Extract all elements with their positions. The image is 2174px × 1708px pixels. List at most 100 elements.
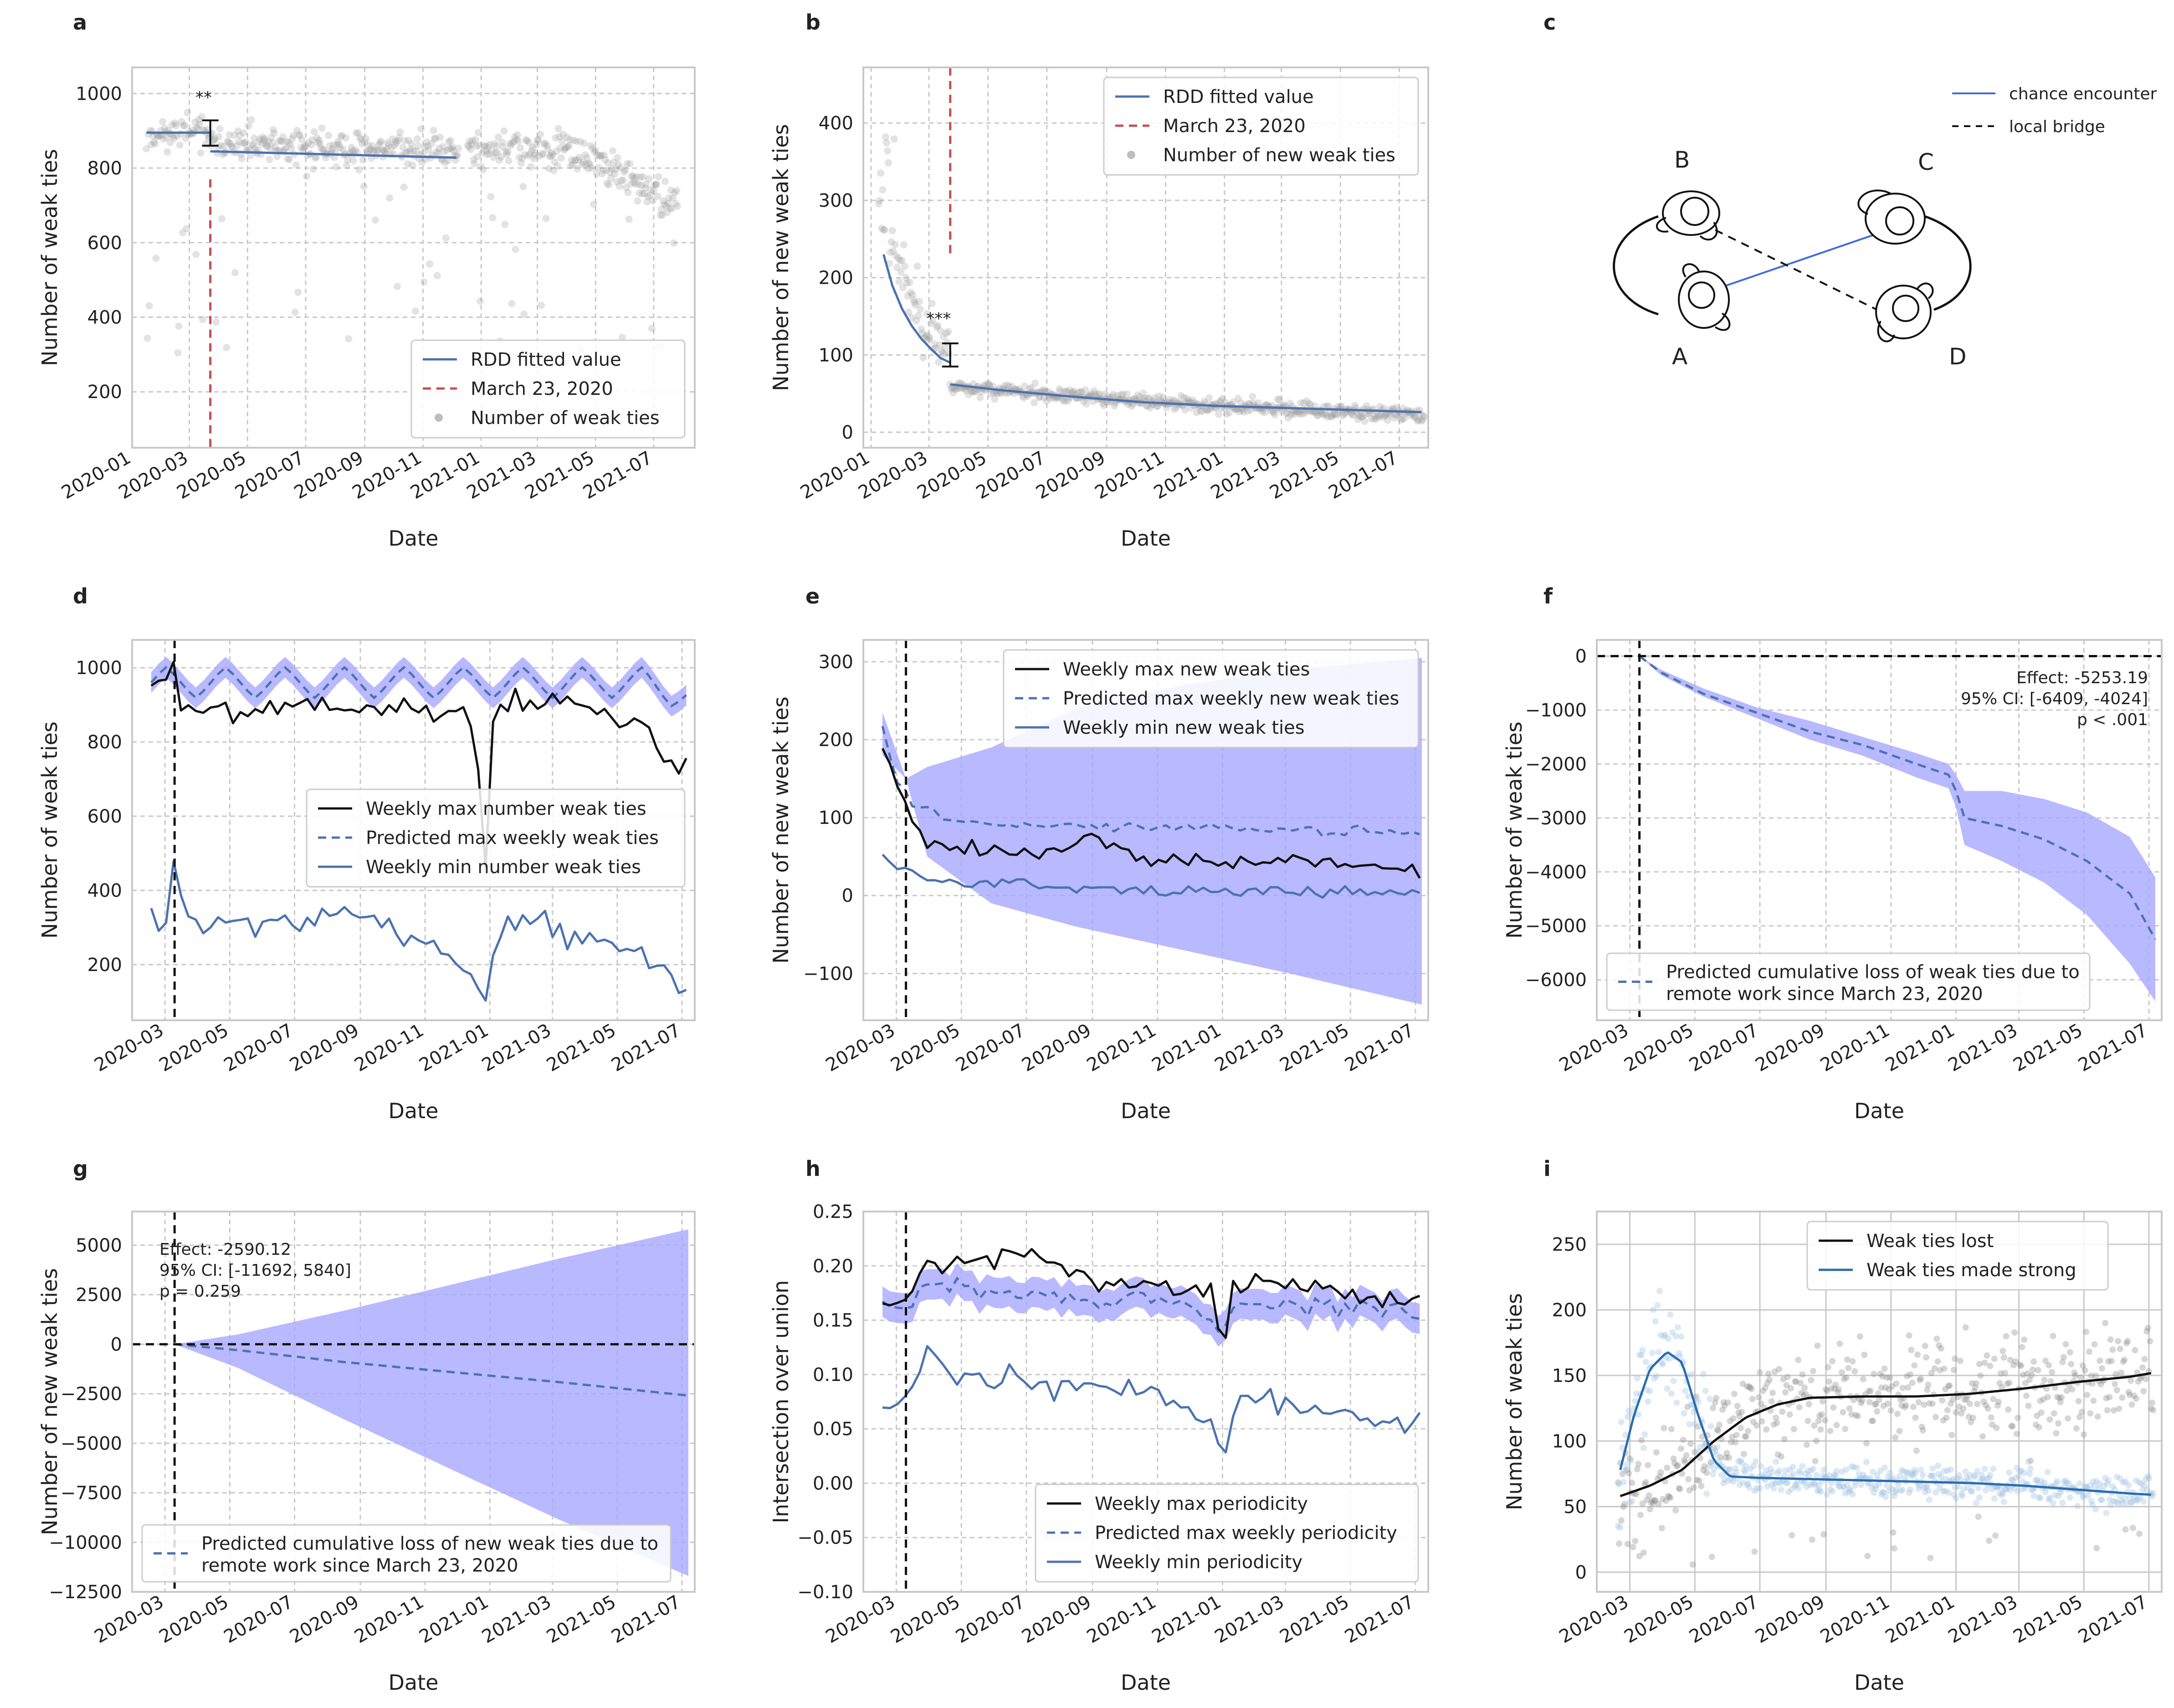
scatter-point bbox=[1630, 1544, 1636, 1550]
scatter-point bbox=[1410, 411, 1418, 419]
y-tick-label: 200 bbox=[87, 955, 122, 976]
y-tick-label: −1000 bbox=[1525, 700, 1587, 721]
scatter-point bbox=[1776, 1468, 1783, 1474]
scatter-point bbox=[1899, 1487, 1906, 1493]
scatter-point bbox=[1933, 1489, 1939, 1496]
scatter-point bbox=[419, 149, 427, 157]
scatter-point bbox=[1992, 1532, 1999, 1539]
scatter-point bbox=[485, 150, 492, 158]
scatter-point bbox=[1707, 1423, 1714, 1430]
scatter-point bbox=[2073, 1425, 2080, 1432]
scatter-point bbox=[240, 129, 247, 137]
scatter-point bbox=[623, 160, 631, 168]
scatter-point bbox=[1629, 1479, 1636, 1486]
scatter-point bbox=[1625, 1407, 1632, 1414]
scatter-point bbox=[1632, 1397, 1639, 1404]
scatter-point bbox=[1785, 1488, 1792, 1495]
scatter-point bbox=[922, 331, 930, 339]
scatter-point bbox=[588, 164, 595, 172]
scatter-point bbox=[447, 137, 455, 144]
y-tick-label: −0.05 bbox=[797, 1528, 853, 1549]
scatter-point bbox=[2013, 1431, 2020, 1437]
scatter-point bbox=[1915, 1399, 1922, 1406]
scatter-point bbox=[1189, 396, 1196, 404]
scatter-point bbox=[504, 148, 512, 155]
scatter-point bbox=[936, 341, 943, 349]
scatter-point bbox=[1338, 412, 1346, 419]
legend-box bbox=[1035, 1483, 1419, 1583]
scatter-point bbox=[395, 137, 402, 145]
scatter-point bbox=[1908, 1346, 1915, 1353]
scatter-point bbox=[2088, 1372, 2095, 1379]
scatter-point bbox=[1748, 1386, 1755, 1392]
scatter-point bbox=[2090, 1478, 2097, 1485]
scatter-point bbox=[1727, 1418, 1733, 1424]
scatter-point bbox=[1337, 402, 1344, 410]
scatter-point bbox=[556, 144, 564, 152]
scatter-point bbox=[1375, 413, 1383, 421]
scatter-point bbox=[1249, 393, 1256, 400]
scatter-point bbox=[2081, 1492, 2087, 1499]
scatter-point bbox=[1075, 389, 1082, 396]
scatter-point bbox=[265, 138, 272, 145]
scatter-point bbox=[482, 147, 490, 154]
scatter-point bbox=[953, 385, 961, 393]
y-tick-label: 100 bbox=[819, 345, 853, 366]
scatter-point bbox=[669, 194, 677, 202]
scatter-point bbox=[1356, 413, 1364, 421]
scatter-point bbox=[662, 202, 670, 210]
scatter-point bbox=[2126, 1391, 2133, 1398]
effect-annotation: Effect: -2590.12 bbox=[159, 1240, 291, 1259]
scatter-point bbox=[1990, 1396, 1997, 1402]
scatter-point bbox=[634, 197, 641, 205]
scatter-point bbox=[909, 291, 917, 298]
scatter-point bbox=[378, 146, 386, 154]
scatter-point bbox=[1732, 1465, 1739, 1472]
scatter-point bbox=[1702, 1387, 1709, 1394]
scatter-point bbox=[1393, 404, 1400, 411]
scatter-point bbox=[2015, 1473, 2022, 1480]
scatter-point bbox=[2099, 1497, 2105, 1503]
x-axis-label: Date bbox=[1121, 526, 1171, 551]
scatter-point bbox=[1859, 1397, 1866, 1404]
scatter-point bbox=[2051, 1410, 2057, 1417]
confidence-band bbox=[882, 1263, 1420, 1347]
scatter-point bbox=[522, 136, 530, 143]
scatter-point bbox=[672, 199, 680, 207]
scatter-point bbox=[1077, 389, 1084, 396]
scatter-point bbox=[622, 184, 630, 191]
scatter-point bbox=[644, 193, 652, 201]
scatter-point bbox=[494, 133, 502, 141]
y-tick-label: −10000 bbox=[49, 1532, 122, 1553]
scatter-point bbox=[2106, 1394, 2113, 1401]
scatter-point bbox=[597, 152, 605, 159]
scatter-point bbox=[1909, 1470, 1916, 1477]
scatter-point bbox=[1927, 1473, 1934, 1479]
scatter-point bbox=[1089, 398, 1097, 405]
scatter-point bbox=[2116, 1405, 2123, 1412]
scatter-point bbox=[1376, 403, 1384, 410]
scatter-point bbox=[641, 189, 648, 197]
scatter-point bbox=[887, 248, 894, 256]
scatter-point bbox=[365, 142, 373, 149]
scatter-point bbox=[2097, 1381, 2104, 1388]
scatter-point bbox=[1647, 1506, 1653, 1513]
scatter-point bbox=[942, 344, 949, 352]
scatter-point bbox=[2110, 1498, 2117, 1504]
legend-box bbox=[1606, 952, 2091, 1011]
scatter-point bbox=[1639, 1347, 1646, 1354]
scatter-point bbox=[1244, 407, 1251, 415]
scatter-point bbox=[236, 132, 244, 139]
scatter-point bbox=[1319, 411, 1327, 419]
scatter-point bbox=[1293, 408, 1301, 415]
scatter-point bbox=[1651, 1375, 1658, 1382]
scatter-point bbox=[2142, 1476, 2149, 1483]
scatter-point bbox=[1924, 1482, 1931, 1489]
scatter-point bbox=[251, 144, 259, 152]
scatter-point bbox=[1738, 1409, 1745, 1416]
scatter-point bbox=[602, 167, 610, 174]
scatter-point bbox=[1646, 1492, 1652, 1499]
scatter-point bbox=[272, 143, 279, 151]
scatter-point bbox=[296, 132, 304, 139]
scatter-point bbox=[2022, 1380, 2029, 1386]
